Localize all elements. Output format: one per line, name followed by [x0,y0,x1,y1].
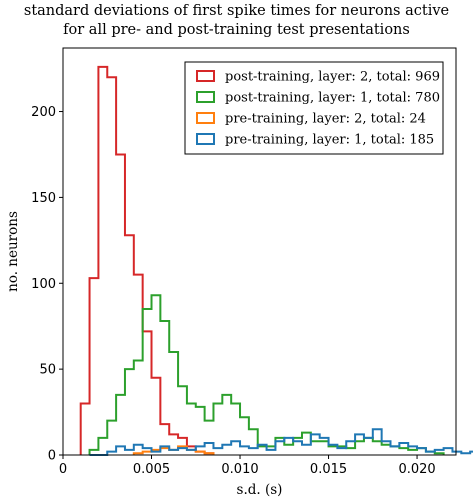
series-line-4 [89,428,473,456]
y-tick-label: 50 [39,363,56,378]
y-tick-label: 150 [31,191,56,206]
x-tick-label: 0 [59,462,67,477]
y-tick-label: 200 [31,105,56,120]
legend-label-3: pre-training, layer: 2, total: 24 [225,112,426,127]
x-axis-label: s.d. (s) [237,482,283,498]
axes-frame [62,47,457,456]
legend-swatch-3 [196,112,215,124]
series-line-1 [79,65,215,455]
x-tick-label: 0.005 [133,462,170,477]
chart-title-line-2: for all pre- and post-training test pres… [63,22,410,38]
series-layer [79,65,473,456]
y-axis-label: no. neurons [5,211,21,292]
legend-label-1: post-training, layer: 2, total: 969 [225,70,440,85]
legend-box [184,61,444,155]
legend-label-4: pre-training, layer: 1, total: 185 [225,133,434,148]
x-tick-label: 0.010 [221,462,258,477]
y-tick-label: 100 [31,277,56,292]
legend-label-2: post-training, layer: 1, total: 780 [225,91,440,106]
legend-entries: post-training, layer: 2, total: 969 post-… [196,70,440,148]
x-tick-label: 0.015 [310,462,347,477]
chart-title-line-1: standard deviations of first spike times… [23,3,450,19]
x-tick-label: 0.020 [398,462,435,477]
y-tick-label: 0 [48,449,56,464]
ticks-layer: 0 0.005 0.010 0.015 0.020 0 50 100 150 200 [31,105,435,477]
series-line-2 [88,294,445,455]
legend-swatch-1 [196,70,215,82]
legend-swatch-4 [196,133,215,145]
legend: post-training, layer: 2, total: 969 post-… [184,61,444,155]
legend-swatch-2 [196,91,215,103]
